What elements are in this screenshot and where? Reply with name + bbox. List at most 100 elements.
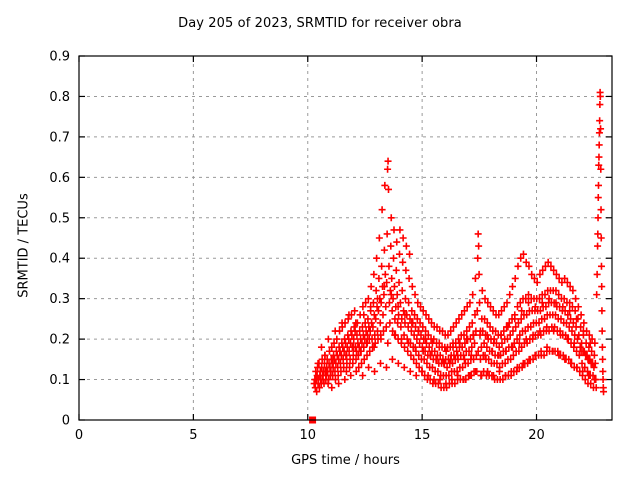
data-point: [578, 359, 586, 367]
data-point: [412, 359, 420, 367]
data-point: [394, 319, 402, 327]
data-point: [514, 303, 522, 311]
data-point: [550, 327, 558, 335]
data-point: [489, 307, 497, 315]
data-point: [388, 307, 396, 315]
y-tick-label: 0.5: [49, 211, 70, 226]
data-point: [481, 315, 489, 323]
data-point: [495, 367, 503, 375]
data-point: [460, 351, 468, 359]
data-point: [378, 206, 386, 214]
data-point: [559, 303, 567, 311]
data-point: [536, 327, 544, 335]
data-point: [480, 339, 488, 347]
data-point: [419, 323, 427, 331]
data-point: [460, 307, 468, 315]
data-point: [381, 181, 389, 189]
data-point: [501, 359, 509, 367]
data-point: [418, 343, 426, 351]
data-point: [533, 278, 541, 286]
data-point: [345, 311, 353, 319]
data-point: [573, 363, 581, 371]
data-point: [379, 327, 387, 335]
data-point: [515, 339, 523, 347]
data-point: [382, 323, 390, 331]
data-point: [331, 367, 339, 375]
data-point: [401, 311, 409, 319]
data-point: [563, 335, 571, 343]
data-point: [495, 343, 503, 351]
data-point: [483, 319, 491, 327]
data-point: [377, 299, 385, 307]
data-point: [531, 351, 539, 359]
data-point: [485, 355, 493, 363]
data-point: [356, 327, 364, 335]
data-point: [460, 331, 468, 339]
data-point: [417, 303, 425, 311]
data-point: [545, 295, 553, 303]
data-point: [585, 343, 593, 351]
data-point: [368, 319, 376, 327]
data-point: [492, 327, 500, 335]
data-point: [370, 343, 378, 351]
data-point: [367, 283, 375, 291]
data-point: [581, 363, 589, 371]
data-point: [567, 315, 575, 323]
data-point: [381, 270, 389, 278]
data-point: [387, 242, 395, 250]
data-point: [353, 331, 361, 339]
data-point: [590, 363, 598, 371]
data-point: [363, 339, 371, 347]
data-point: [359, 372, 367, 380]
data-point: [498, 307, 506, 315]
data-point: [363, 351, 371, 359]
data-point: [364, 295, 372, 303]
data-point: [424, 331, 432, 339]
data-point: [389, 327, 397, 335]
data-point: [588, 335, 596, 343]
data-point: [568, 327, 576, 335]
data-point: [594, 242, 602, 250]
data-point: [594, 230, 602, 238]
data-point: [395, 311, 403, 319]
data-point: [549, 347, 557, 355]
data-point: [542, 303, 550, 311]
data-point: [579, 327, 587, 335]
data-point: [495, 311, 503, 319]
data-point: [365, 363, 373, 371]
x-tick-label: 0: [75, 428, 83, 443]
data-point: [555, 291, 563, 299]
data-point: [430, 335, 438, 343]
data-point: [463, 335, 471, 343]
data-point: [541, 291, 549, 299]
data-point: [426, 351, 434, 359]
data-point: [522, 335, 530, 343]
data-point: [458, 311, 466, 319]
data-point: [378, 262, 386, 270]
data-point: [537, 331, 545, 339]
data-point: [465, 347, 473, 355]
data-point: [591, 376, 599, 384]
data-point: [405, 274, 413, 282]
data-point: [435, 343, 443, 351]
data-point: [406, 315, 414, 323]
data-point: [449, 323, 457, 331]
data-point: [325, 376, 333, 384]
data-point: [511, 315, 519, 323]
data-point: [386, 287, 394, 295]
data-point: [540, 351, 548, 359]
data-point: [389, 295, 397, 303]
data-point: [543, 323, 551, 331]
data-point: [594, 214, 602, 222]
data-point: [575, 351, 583, 359]
data-point: [516, 331, 524, 339]
data-point: [372, 287, 380, 295]
data-point: [424, 372, 432, 380]
data-point: [504, 323, 512, 331]
y-tick-label: 0.1: [49, 373, 70, 388]
data-point: [361, 319, 369, 327]
data-point: [551, 311, 559, 319]
data-point: [433, 323, 441, 331]
data-point: [552, 270, 560, 278]
